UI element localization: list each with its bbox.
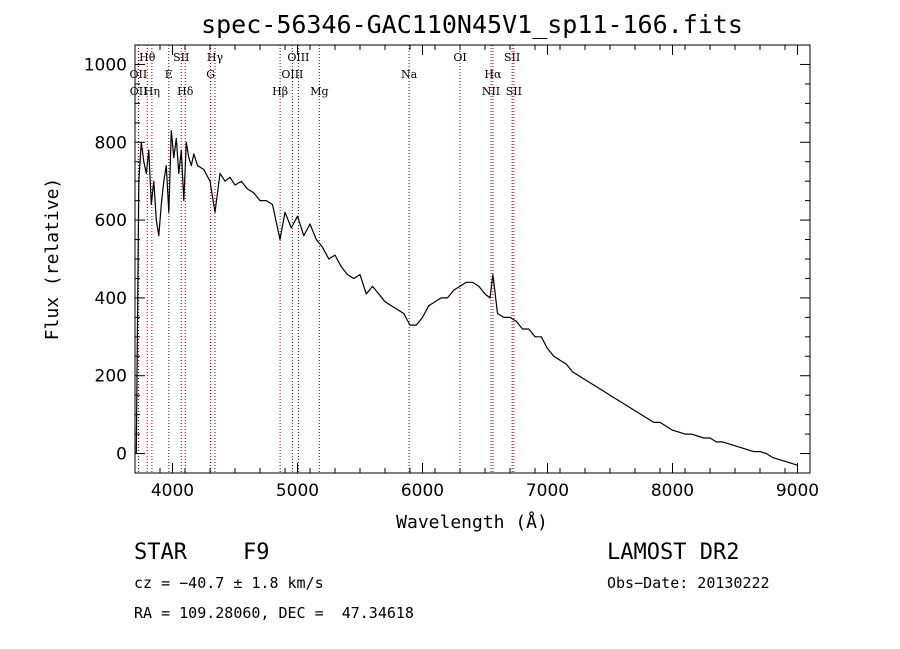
x-tick-label: 9000	[776, 481, 819, 501]
x-tick-label: 5000	[276, 481, 319, 501]
y-tick-label: 800	[95, 133, 127, 153]
object-class: STAR	[134, 540, 187, 565]
line-label: OIII	[281, 68, 303, 81]
x-tick-label: 7000	[526, 481, 569, 501]
line-label: SII	[173, 51, 189, 64]
line-label: NII	[482, 85, 500, 98]
x-tick-label: 8000	[651, 481, 694, 501]
redshift-cz: cz = −40.7 ± 1.8 km/s	[134, 574, 324, 592]
line-label: SII	[504, 51, 520, 64]
line-label: Hβ	[272, 85, 288, 98]
data-release: LAMOST DR2	[607, 540, 740, 565]
line-label: OI	[453, 51, 466, 64]
x-axis-label: Wavelength (Å)	[396, 511, 548, 533]
emission-line-markers: OIIOIIHθHηESIIHδHγGHβOIIIOIIIMgNaOIHαNII…	[130, 45, 522, 473]
line-label: Hα	[484, 68, 502, 81]
chart-title: spec-56346-GAC110N45V1_sp11-166.fits	[201, 10, 743, 39]
line-label: Na	[401, 68, 418, 81]
plot-axes: 4000 5000 6000 7000 8000 9000 0 200 400 600 800 100…	[84, 44, 819, 501]
spectrum-line	[135, 130, 798, 466]
object-subclass: F9	[243, 540, 270, 565]
line-label: SII	[506, 85, 522, 98]
line-label: Hη	[144, 85, 160, 98]
ra-dec-coordinates: RA = 109.28060, DEC = 47.34618	[134, 604, 414, 622]
line-label: E	[165, 68, 173, 81]
y-tick-label: 1000	[84, 55, 127, 75]
line-label: Mg	[310, 85, 328, 98]
line-label: G	[206, 68, 215, 81]
line-label: Hγ	[207, 51, 224, 64]
y-tick-label: 0	[116, 445, 127, 465]
plot-frame	[134, 44, 811, 474]
line-label: Hδ	[177, 85, 194, 98]
y-tick-label: 600	[95, 211, 127, 231]
x-tick-label: 4000	[151, 481, 194, 501]
spectrum-series	[135, 130, 798, 466]
y-tick-label: 400	[95, 289, 127, 309]
line-label: OIII	[287, 51, 309, 64]
line-label: OII	[130, 85, 148, 98]
line-label: Hθ	[139, 51, 156, 64]
line-label: OII	[130, 68, 148, 81]
y-axis-label: Flux (relative)	[42, 178, 63, 341]
x-tick-label: 6000	[401, 481, 444, 501]
observation-date: Obs−Date: 20130222	[607, 574, 770, 592]
y-tick-label: 200	[95, 367, 127, 387]
